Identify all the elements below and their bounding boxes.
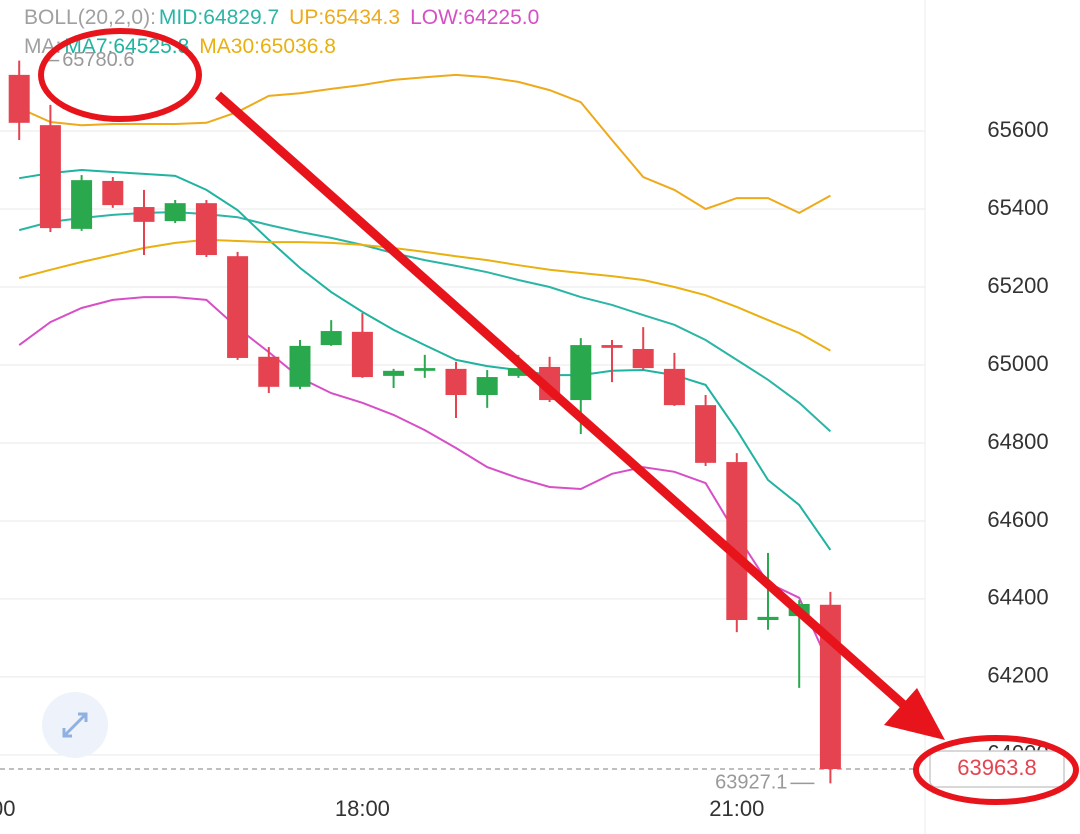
- candle-body: [726, 462, 748, 620]
- last-price-label: 63963.8: [957, 755, 1037, 780]
- candle-body: [476, 377, 498, 395]
- annotation-ellipse: [38, 28, 202, 122]
- y-tick-label: 65600: [987, 117, 1048, 142]
- y-tick-label: 65400: [987, 195, 1048, 220]
- candle-body: [351, 331, 373, 378]
- candle-body: [289, 345, 311, 387]
- y-tick-label: 64800: [987, 429, 1048, 454]
- expand-button[interactable]: [42, 692, 108, 758]
- candle-body: [414, 368, 436, 371]
- candle-body: [71, 180, 93, 229]
- candle-body: [632, 348, 654, 369]
- candle-body: [695, 405, 717, 463]
- y-tick-label: 65000: [987, 351, 1048, 376]
- legend-entry: MID:64829.7: [159, 6, 279, 29]
- legend-entry: LOW:64225.0: [410, 6, 539, 29]
- candle-body: [258, 356, 280, 387]
- y-tick-label: 64600: [987, 507, 1048, 532]
- candle-body: [227, 256, 249, 358]
- annotation-arrowhead: [884, 688, 945, 740]
- candle-body: [102, 180, 124, 206]
- axes: 6400064200644006460064800650006520065400…: [0, 117, 1049, 821]
- legend-entry: MA30:65036.8: [199, 35, 336, 58]
- candle-body: [164, 203, 186, 222]
- overlay-line: [18, 238, 831, 352]
- candle-body: [601, 345, 623, 348]
- last-price-box: [929, 750, 1065, 788]
- x-tick-label: 15:00: [0, 796, 16, 821]
- overlay-line: [18, 296, 832, 668]
- high-marker-label: 65780.6: [62, 49, 134, 71]
- annotation-arrow: [215, 91, 908, 710]
- y-tick-label: 64200: [987, 663, 1048, 688]
- grid: [0, 130, 925, 756]
- candle-body: [383, 370, 405, 376]
- annotations: [38, 28, 1079, 805]
- candle-body: [39, 125, 61, 229]
- candle-body: [507, 368, 529, 376]
- candle-body: [445, 368, 467, 395]
- candle-body: [570, 345, 592, 401]
- legend-row: MA: MA7:64525.8 MA30:65036.8: [24, 35, 336, 58]
- legend-row: BOLL(20,2,0): MID:64829.7 UP:65434.3 LOW:64…: [24, 6, 539, 29]
- candle-body: [195, 203, 217, 256]
- plot-area: [0, 60, 915, 784]
- annotation-ellipse: [913, 735, 1079, 805]
- x-tick-label: 21:00: [709, 796, 764, 821]
- y-tick-label: 65200: [987, 273, 1048, 298]
- candle-body: [757, 616, 779, 620]
- x-tick-label: 18:00: [335, 796, 390, 821]
- legend-entry: UP:65434.3: [289, 6, 400, 29]
- low-marker-label: 63927.1: [715, 772, 787, 794]
- candle-body: [8, 74, 30, 123]
- expand-icon: [62, 712, 88, 738]
- overlay-line: [18, 73, 831, 215]
- y-tick-label: 64400: [987, 585, 1048, 610]
- overlay-line: [19, 168, 832, 551]
- candle-body: [663, 368, 685, 406]
- candle-body: [133, 207, 155, 222]
- legend-title: BOLL(20,2,0):: [24, 6, 156, 29]
- candle-body: [320, 331, 342, 346]
- overlay-line: [18, 211, 832, 433]
- markers: 65780.6 63927.1 63963.8: [45, 49, 1065, 794]
- legend-entry: MA7:64525.8: [64, 35, 189, 58]
